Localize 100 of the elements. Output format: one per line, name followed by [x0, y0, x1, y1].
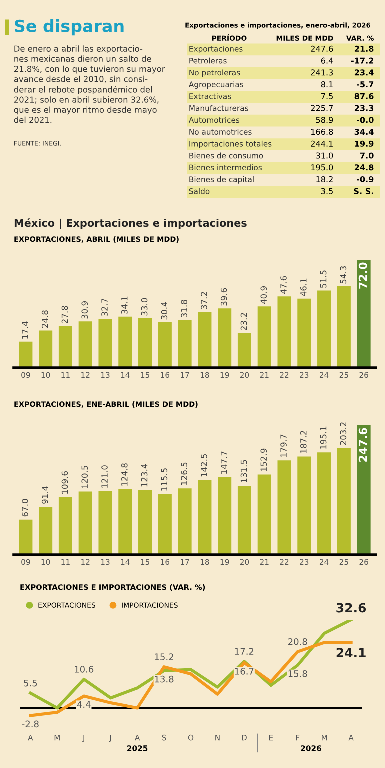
data-label: S. S.: [354, 188, 374, 194]
data-label: 67.0: [22, 499, 28, 517]
data-label: 21.8: [354, 46, 374, 52]
bar: [118, 489, 132, 555]
data-label: 24.8: [354, 164, 374, 171]
data-label: -5.7: [357, 82, 374, 88]
bar: [357, 425, 371, 555]
bar: [318, 452, 332, 555]
data-label: 27.8: [62, 306, 68, 324]
bar: [78, 492, 92, 555]
data-label: -2.8: [22, 720, 39, 728]
bar: [298, 456, 312, 555]
data-label: 131.5: [240, 460, 248, 482]
bar: [158, 322, 172, 368]
data-label: 120.5: [82, 466, 88, 488]
data-label: 123.4: [141, 464, 148, 487]
bar: [218, 308, 232, 368]
data-label: 13.8: [155, 676, 174, 683]
bar: [98, 491, 112, 555]
data-label: 58.9: [316, 117, 334, 124]
bar: [39, 507, 53, 555]
bar: [19, 520, 33, 555]
bar: [357, 260, 371, 368]
data-label: 87.6: [354, 93, 374, 100]
data-label: 34.1: [122, 296, 128, 314]
bar: [138, 490, 152, 555]
data-label: 4.4: [77, 701, 91, 708]
data-label: 6.4: [321, 58, 334, 64]
data-label: 30.9: [82, 302, 88, 319]
data-label: 7.5: [322, 93, 333, 100]
data-label: 54.3: [340, 266, 347, 284]
bar: [178, 320, 192, 368]
data-label: 24.8: [42, 310, 48, 328]
bar: [238, 486, 252, 555]
chart-title: México | Exportaciones e importaciones: [14, 218, 247, 230]
bar: [258, 306, 272, 368]
text: De enero a abril las exportacio- nes mexicanas dieron un salto de 21.8%, con lo que tuvieron su mayor avance desde el 2010, sin consi- derar el rebote pospandémico del 2021; solo en abril subieron 32.6%, que es el mayor ritmo desde mayo del 2021.: [14, 46, 166, 124]
data-label: -0.0: [357, 117, 374, 124]
bar: [78, 322, 92, 368]
data-label: 23.3: [354, 105, 374, 112]
data-label: 10.6: [75, 666, 94, 673]
bar: [138, 318, 152, 368]
data-label: 244.1: [311, 140, 333, 147]
bar: [298, 298, 312, 368]
bar: [39, 330, 53, 368]
data-label: 225.7: [311, 105, 333, 112]
data-label: 179.7: [280, 434, 287, 458]
data-label: 124.8: [122, 464, 128, 486]
data-label: 203.2: [340, 422, 347, 446]
data-label: -0.9: [357, 176, 374, 183]
data-label: 33.0: [141, 298, 148, 316]
data-label: -17.2: [351, 58, 374, 64]
bar: [58, 497, 72, 555]
data-label: 195.0: [312, 164, 334, 171]
bar: [118, 316, 132, 368]
data-label: 17.2: [235, 648, 254, 655]
data-label: 121.0: [102, 466, 108, 488]
bar: [318, 290, 332, 368]
data-label: 32.7: [102, 298, 108, 316]
data-label: 23.2: [240, 313, 248, 330]
text: Se disparan: [15, 20, 124, 36]
bar: [238, 333, 252, 368]
data-label: 72.0: [358, 262, 368, 289]
data-label: 147.7: [221, 452, 228, 474]
data-label: 19.9: [355, 140, 374, 147]
data-label: 37.2: [201, 292, 208, 310]
bar: [58, 326, 72, 368]
data-label: 24.1: [336, 648, 366, 658]
bar: [337, 286, 351, 368]
bar: [19, 342, 33, 368]
data-label: 91.4: [42, 486, 48, 504]
data-label: 23.4: [354, 70, 374, 76]
data-label: 39.6: [220, 288, 228, 306]
data-label: 187.2: [300, 431, 307, 454]
bar: [158, 494, 172, 555]
data-label: 152.9: [260, 448, 268, 472]
bar: [218, 477, 232, 555]
data-label: 126.5: [181, 462, 188, 486]
data-label: 46.1: [300, 278, 307, 296]
bar: [98, 318, 112, 368]
data-label: 16.7: [235, 668, 254, 675]
bar: [178, 488, 192, 555]
data-label: 3.5: [321, 188, 333, 194]
data-label: 166.8: [312, 128, 334, 136]
data-label: 18.2: [316, 176, 333, 183]
bar: [198, 480, 212, 555]
data-label: 5.5: [24, 680, 38, 687]
data-label: 247.6: [358, 428, 368, 462]
data-label: 15.2: [155, 654, 174, 660]
data-label: 7.0: [360, 152, 374, 159]
data-label: 247.6: [311, 46, 334, 52]
data-label: 51.5: [320, 270, 327, 288]
bar: [258, 474, 272, 555]
data-label: 195.1: [320, 426, 327, 450]
data-label: 115.5: [161, 468, 168, 491]
data-label: 32.6: [336, 603, 366, 613]
bar: [278, 460, 292, 555]
bar: [198, 312, 212, 368]
data-label: 17.4: [22, 322, 28, 339]
data-label: 31.0: [316, 152, 334, 159]
